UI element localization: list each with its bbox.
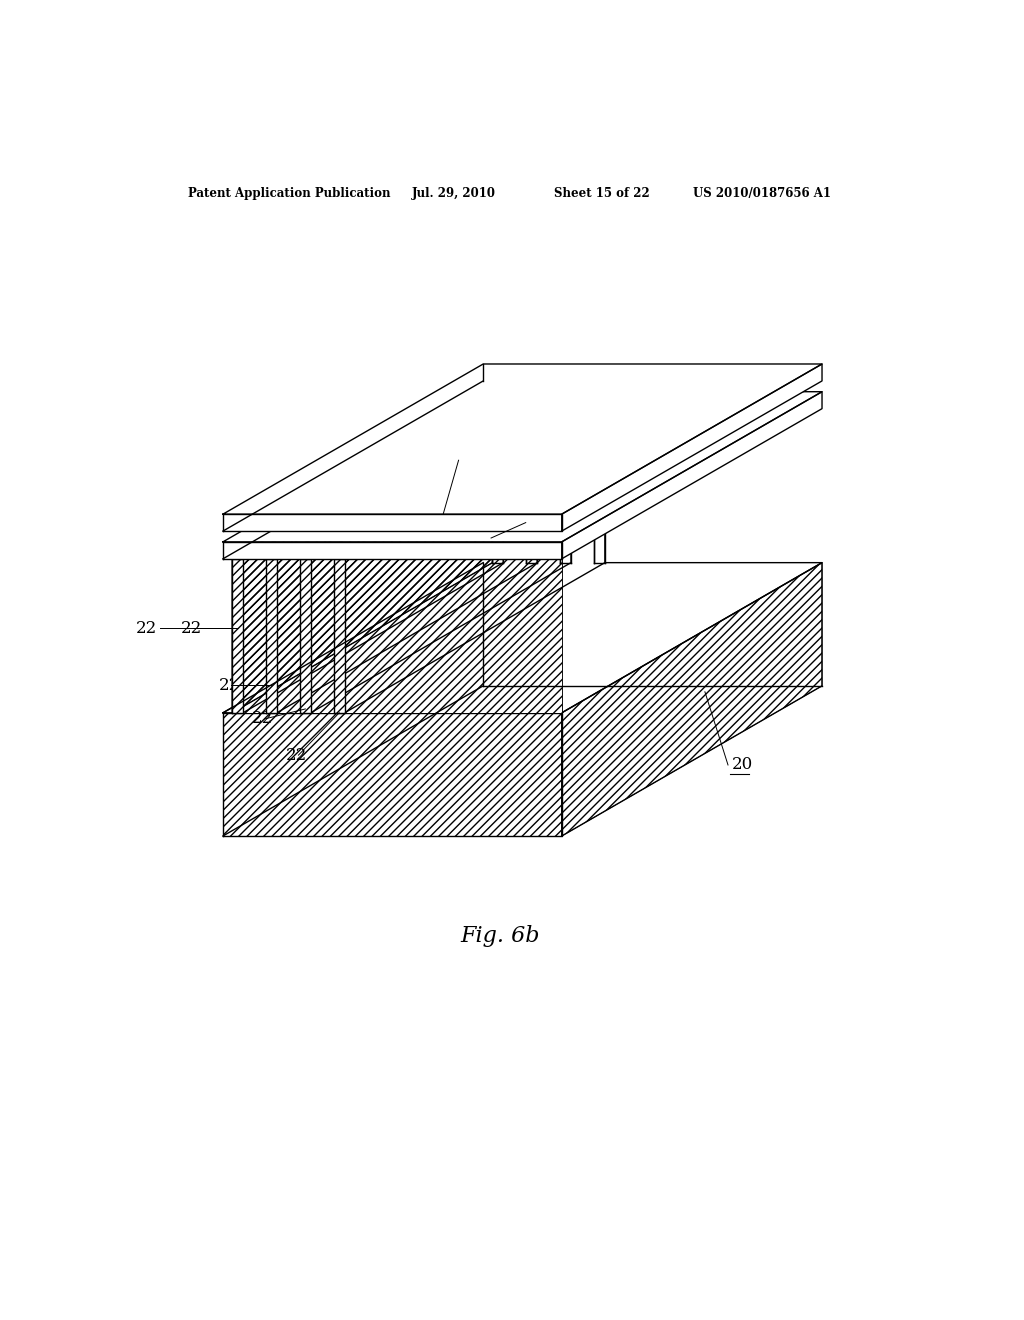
Text: Fig. 6b: Fig. 6b [461, 925, 540, 948]
Text: 28: 28 [529, 513, 551, 531]
Polygon shape [223, 515, 562, 531]
Text: 22: 22 [136, 619, 158, 636]
Polygon shape [223, 543, 562, 558]
Polygon shape [223, 562, 822, 713]
Polygon shape [276, 558, 300, 713]
Text: 22: 22 [219, 677, 241, 693]
Polygon shape [232, 409, 493, 713]
Polygon shape [562, 364, 822, 531]
Polygon shape [223, 364, 822, 515]
Polygon shape [232, 409, 503, 558]
Polygon shape [266, 558, 276, 713]
Polygon shape [266, 409, 538, 558]
Text: Jul. 29, 2010: Jul. 29, 2010 [412, 186, 496, 199]
Polygon shape [300, 409, 571, 558]
Polygon shape [345, 558, 562, 713]
Polygon shape [223, 392, 822, 543]
Polygon shape [334, 409, 605, 558]
Text: Patent Application Publication: Patent Application Publication [188, 186, 391, 199]
Text: Sheet 15 of 22: Sheet 15 of 22 [554, 186, 650, 199]
Polygon shape [334, 558, 345, 713]
Text: US 2010/0187656 A1: US 2010/0187656 A1 [692, 186, 830, 199]
Polygon shape [223, 713, 562, 836]
Text: 22: 22 [286, 747, 307, 764]
Polygon shape [310, 558, 334, 713]
Text: 20: 20 [732, 756, 753, 774]
Polygon shape [276, 409, 538, 713]
Polygon shape [232, 558, 243, 713]
Polygon shape [562, 562, 822, 836]
Polygon shape [243, 558, 266, 713]
Polygon shape [345, 409, 605, 713]
Text: 22: 22 [180, 619, 202, 636]
Polygon shape [243, 409, 503, 713]
Text: 22: 22 [252, 710, 273, 727]
Text: 28: 28 [463, 447, 483, 465]
Polygon shape [562, 392, 822, 558]
Polygon shape [310, 409, 571, 713]
Polygon shape [300, 558, 310, 713]
